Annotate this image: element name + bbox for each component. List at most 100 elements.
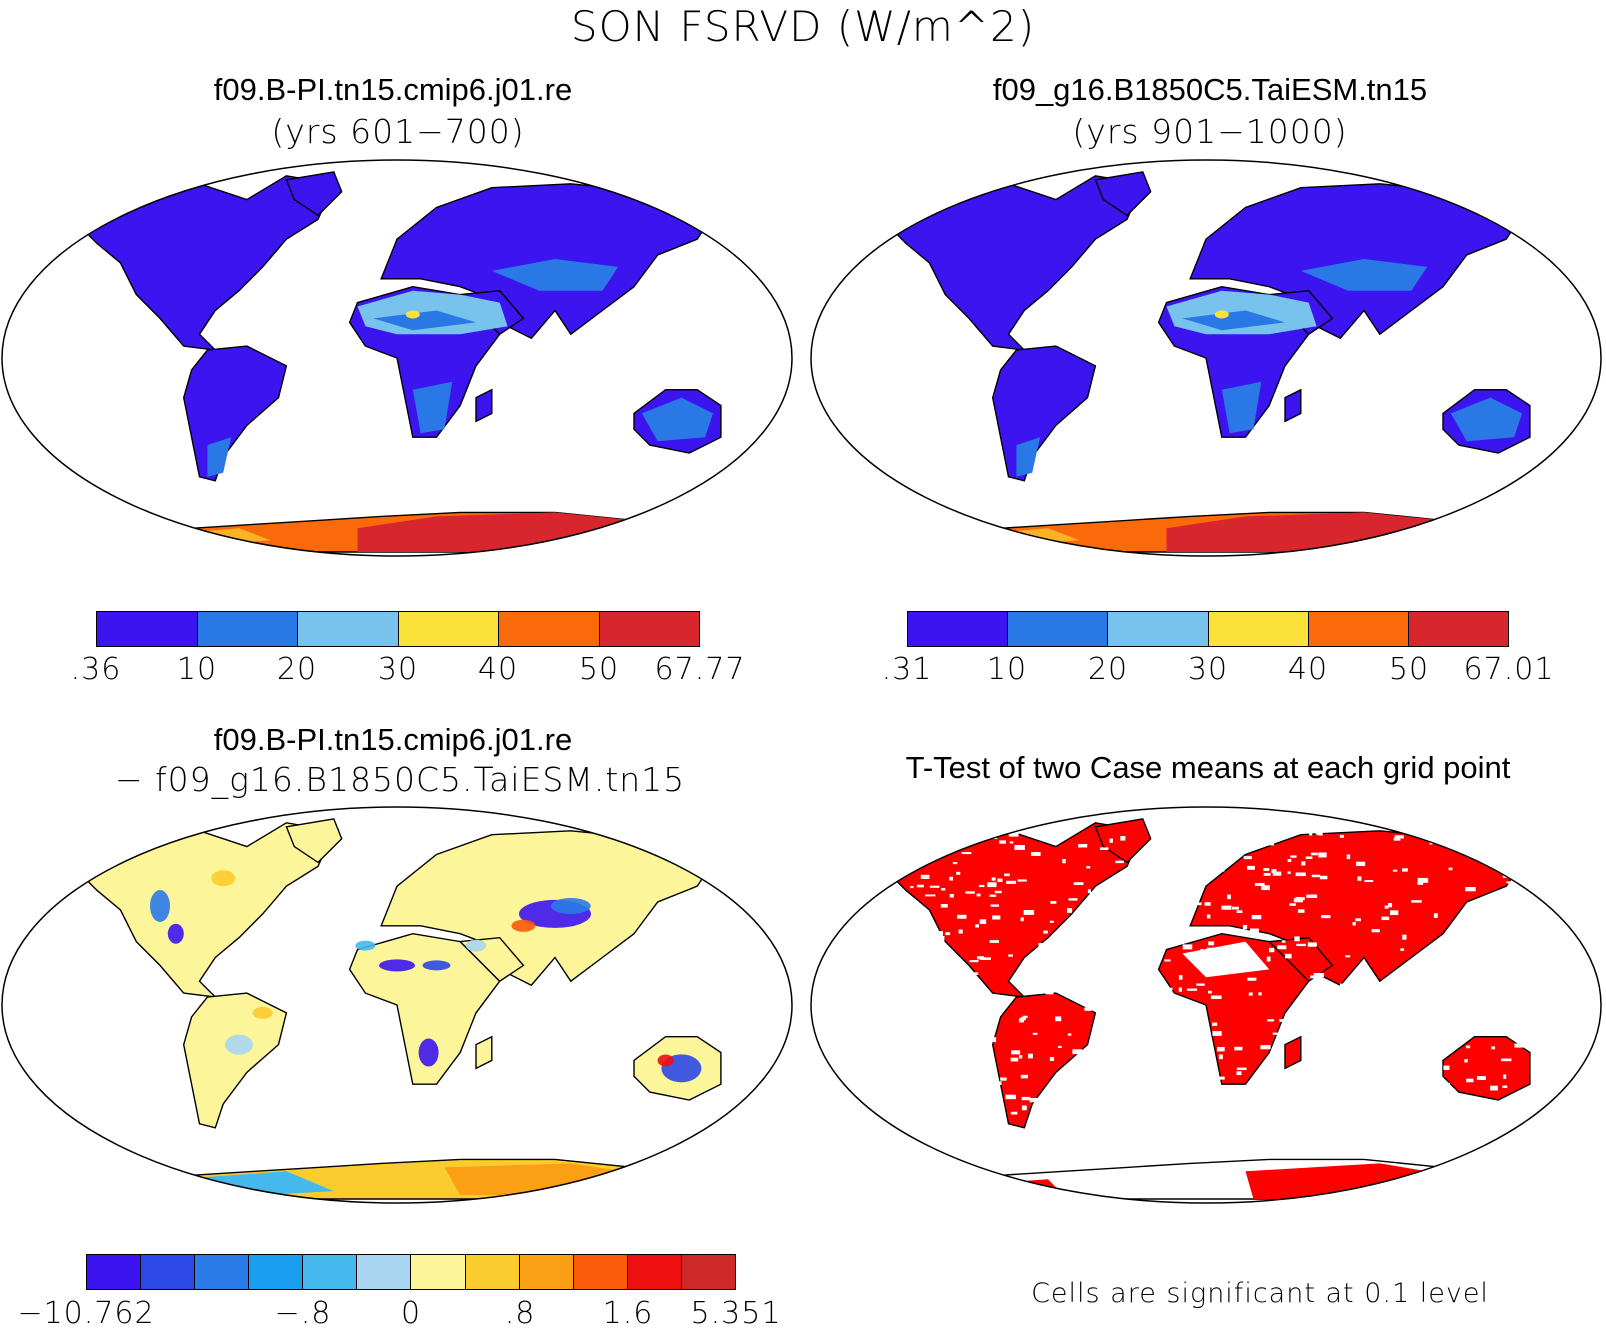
case1-colorbar-tick-label: 67.77 (654, 652, 746, 687)
ttest-map-panel-insignificant-cell (992, 915, 1001, 920)
ttest-map-panel-sahara-insignificant (1182, 941, 1270, 978)
case1-colorbar-swatch (599, 612, 699, 646)
ttest-map-panel-insignificant-cell (1282, 1093, 1287, 1098)
ttest-map-panel-insignificant-cell (1240, 837, 1245, 842)
case1-colorbar-tick-label: 10 (176, 652, 218, 687)
ttest-map-panel-insignificant-cell (1390, 910, 1399, 916)
ttest-title: T-Test of two Case means at each grid po… (905, 750, 1511, 785)
ttest-map-panel-insignificant-cell (1091, 977, 1101, 982)
ttest-map-panel-insignificant-cell (1196, 983, 1205, 986)
ttest-map-panel-insignificant-cell (1306, 894, 1318, 898)
ttest-map-panel-insignificant-cell (1448, 1004, 1453, 1009)
ttest-map-panel-insignificant-cell (1472, 1007, 1483, 1012)
diff-map-panel-anomaly-blob (657, 1054, 674, 1067)
ttest-map-panel-insignificant-cell (1435, 1060, 1440, 1063)
ttest-map-panel-insignificant-cell (1055, 1016, 1062, 1022)
ttest-map-panel-insignificant-cell (914, 839, 921, 844)
ttest-map-panel-insignificant-cell (1028, 1053, 1033, 1059)
ttest-map-panel-insignificant-cell (1029, 1098, 1038, 1103)
ttest-map-panel-insignificant-cell (1198, 1037, 1205, 1043)
ttest-map-panel-insignificant-cell (1067, 1033, 1072, 1036)
case2-colorbar-tick-label: 50 (1388, 652, 1430, 687)
ttest-map-panel-insignificant-cell (989, 894, 997, 897)
ttest-map-panel-insignificant-cell (951, 1050, 960, 1053)
case2-colorbar-swatch (1008, 612, 1109, 646)
ttest-map-panel-insignificant-cell (1314, 1056, 1324, 1059)
ttest-map-panel-insignificant-cell (980, 957, 991, 960)
ttest-map-panel-insignificant-cell (1293, 898, 1303, 903)
ttest-map-panel-insignificant-cell (1509, 1014, 1516, 1018)
ttest-map-panel-insignificant-cell (1296, 943, 1306, 947)
ttest-map-panel-insignificant-cell (949, 876, 954, 881)
ttest-map-panel-insignificant-cell (1429, 1084, 1440, 1089)
ttest-map-panel-insignificant-cell (1045, 1100, 1052, 1104)
ttest-map-panel-insignificant-cell (1503, 1074, 1507, 1079)
ttest-map-panel-insignificant-cell (1186, 988, 1198, 991)
ttest-map-panel-insignificant-cell (1490, 917, 1501, 922)
ttest-map-panel-insignificant-cell (1143, 911, 1154, 916)
ttest-map-panel-insignificant-cell (1008, 831, 1019, 837)
ttest-map-panel-insignificant-cell (1271, 869, 1277, 873)
ttest-map-panel-insignificant-cell (1076, 997, 1081, 1002)
ttest-map-panel-insignificant-cell (971, 972, 979, 975)
ttest-map-panel-insignificant-cell (1334, 1053, 1345, 1057)
ttest-map-panel-insignificant-cell (1266, 841, 1275, 846)
ttest-map-panel-insignificant-cell (1138, 981, 1147, 985)
case1-years: (yrs 601−700) (271, 112, 525, 151)
ttest-map-panel-insignificant-cell (1094, 1089, 1102, 1093)
ttest-map-panel-insignificant-cell (1054, 1101, 1059, 1106)
ttest-map-panel-insignificant-cell (1150, 1080, 1160, 1085)
ttest-map-panel-insignificant-cell (961, 852, 972, 855)
ttest-map-panel-insignificant-cell (1164, 987, 1173, 991)
ttest-map-panel-insignificant-cell (1073, 1104, 1080, 1108)
ttest-map-panel-insignificant-cell (1087, 1115, 1091, 1118)
ttest-map-panel-insignificant-cell (1127, 902, 1133, 905)
ttest-map-panel-insignificant-cell (979, 1071, 989, 1077)
ttest-map-panel-outline (810, 806, 1602, 1204)
ttest-map-panel-insignificant-cell (1058, 968, 1063, 971)
case2-colorbar-swatch (1108, 612, 1209, 646)
ttest-map-panel-insignificant-cell (1232, 906, 1239, 910)
ttest-map-panel-insignificant-cell (925, 894, 936, 897)
ttest-map-panel-insignificant-cell (1372, 1037, 1379, 1042)
ttest-map-panel-insignificant-cell (1204, 902, 1211, 906)
ttest-map-panel-insignificant-cell (1038, 943, 1047, 948)
case1-colorbar (96, 611, 700, 647)
diff-colorbar-swatch (303, 1255, 358, 1289)
ttest-map-panel-insignificant-cell (1164, 863, 1172, 868)
ttest-map-panel-insignificant-cell (1506, 881, 1511, 884)
case1-colorbar-tick-label: 50 (578, 652, 620, 687)
ttest-map-panel-insignificant-cell (1190, 875, 1198, 879)
ttest-map-panel-insignificant-cell (941, 1036, 946, 1041)
ttest-map-panel-insignificant-cell (1014, 845, 1025, 850)
ttest-map-panel-insignificant-cell (1192, 902, 1202, 906)
case2-years: (yrs 901−1000) (1072, 112, 1348, 151)
ttest-map-panel-insignificant-cell (1121, 1081, 1131, 1085)
ttest-map-panel-insignificant-cell (1004, 873, 1010, 877)
ttest-map-panel-insignificant-cell (1502, 1085, 1508, 1089)
ttest-map-panel-insignificant-cell (1231, 1099, 1235, 1103)
ttest-map-panel-insignificant-cell (1170, 1030, 1180, 1033)
ttest-map-panel-insignificant-cell (908, 995, 919, 1000)
case2-colorbar-tick-label: 30 (1187, 652, 1229, 687)
ttest-map-panel-insignificant-cell (1514, 1043, 1525, 1048)
ttest-map-panel-insignificant-cell (920, 1067, 926, 1073)
ttest-map-panel-insignificant-cell (1437, 993, 1443, 996)
ttest-map-panel-insignificant-cell (1214, 1076, 1225, 1080)
ttest-map-panel-insignificant-cell (1091, 940, 1102, 945)
ttest-map-panel-insignificant-cell (1491, 831, 1497, 835)
ttest-map-panel-insignificant-cell (1471, 839, 1477, 842)
ttest-map-panel-insignificant-cell (1023, 910, 1035, 915)
ttest-map-panel-insignificant-cell (1086, 866, 1091, 869)
ttest-map-panel-insignificant-cell (1453, 929, 1459, 932)
case2-map-panel-central-asia-band (1300, 259, 1428, 291)
ttest-map-panel-insignificant-cell (1345, 955, 1351, 958)
diff-map-panel-anomaly-blob (355, 940, 376, 951)
ttest-map-panel-insignificant-cell (1234, 1046, 1243, 1051)
ttest-map-panel-insignificant-cell (1163, 866, 1169, 870)
ttest-map-panel-insignificant-cell (1222, 1088, 1233, 1091)
ttest-map-panel-greenland (1094, 818, 1152, 864)
ttest-map-panel-insignificant-cell (1011, 1050, 1021, 1055)
case1-map-panel (1, 159, 793, 557)
ttest-map-panel-insignificant-cell (946, 1004, 957, 1008)
